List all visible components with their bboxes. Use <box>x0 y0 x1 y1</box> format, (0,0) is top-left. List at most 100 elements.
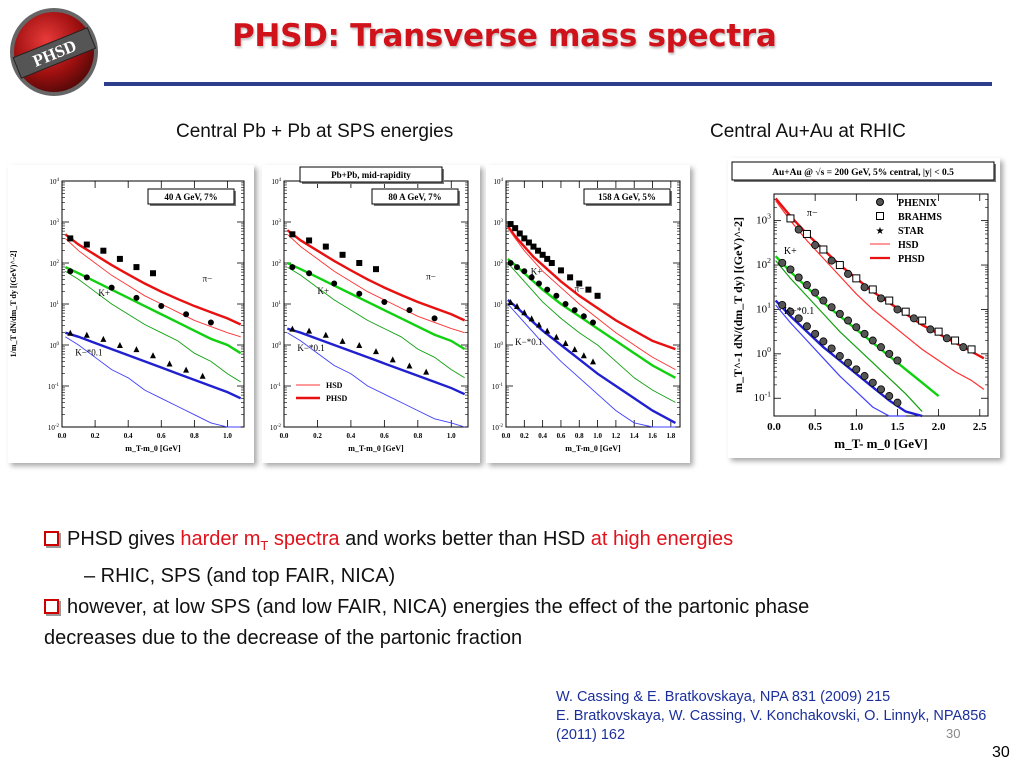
slide-number-small: 30 <box>946 726 961 741</box>
chart-80gev: 10-2 10-1 100 101 102 103 104 0.0 0.2 0.4 0.6 0.8 1.… <box>270 166 469 453</box>
subtitle-left: Central Pb + Pb at SPS energies <box>176 121 454 142</box>
data-point-square <box>934 327 943 336</box>
y-tick-label: 102 <box>494 260 504 268</box>
particle-label: π− <box>807 208 818 219</box>
data-point-triangle <box>166 360 173 367</box>
series-line <box>775 200 985 390</box>
data-point-square <box>525 239 532 246</box>
y-tick-label: 103 <box>494 219 504 227</box>
label-box <box>371 188 459 205</box>
x-axis-label: m_T-m_0 [GeV] <box>125 444 181 453</box>
data-point-square <box>835 261 844 270</box>
series-line <box>65 270 241 383</box>
data-point-triangle <box>322 331 329 338</box>
plot-area: 10-2 10-1 100 101 102 103 104 0.0 0.2 0.4 0.6 0.8 1.… <box>270 166 469 453</box>
legend-marker-square <box>876 212 884 220</box>
y-tick-label: 101 <box>494 301 504 309</box>
bullet-1-sub: – RHIC, SPS (and top FAIR, NICA) <box>84 565 396 587</box>
data-point-square <box>951 336 960 345</box>
data-point-circle <box>852 365 861 374</box>
x-tick-label: 0.6 <box>157 432 166 440</box>
data-point-square <box>150 270 156 277</box>
data-point-circle <box>835 352 844 361</box>
x-tick-label: 0.8 <box>413 432 422 440</box>
data-point-square <box>530 243 537 250</box>
data-point-circle <box>868 336 877 345</box>
data-point-circle <box>860 372 869 381</box>
y-tick-label: 10-2 <box>492 424 504 432</box>
chart-panel-rhic: 10-1 100 101 102 103 0.0 0.5 1.0 1.5 2.0 2.5 π− K+ K−… <box>728 158 1000 458</box>
series-line <box>507 303 676 428</box>
data-point-triangle <box>406 362 413 369</box>
x-tick-label: 0.0 <box>502 432 511 440</box>
x-tick-label: 1.4 <box>630 432 639 440</box>
data-point-circle <box>868 378 877 387</box>
plot-area: 10-1 100 101 102 103 0.0 0.5 1.0 1.5 2.0 2.5 π− K+ K−… <box>731 161 996 451</box>
bullet-2-cont: decreases due to the decrease of the par… <box>44 627 523 649</box>
series-line <box>287 233 465 334</box>
y-tick-label: 100 <box>50 342 60 350</box>
reference-3: (2011) 162 <box>556 727 626 743</box>
data-point-square <box>576 280 583 287</box>
phsd-logo: PHSD <box>10 8 98 96</box>
data-point-circle <box>356 290 363 297</box>
plot-frame <box>61 180 245 428</box>
x-tick-label: 1.5 <box>891 421 905 433</box>
checkbox-bullet-icon <box>44 531 59 546</box>
plot-area: 10-2 10-1 100 101 102 103 104 0.0 0.2 0.4 0.6 0.8 1.… <box>9 178 245 453</box>
particle-label: K−*0.1 <box>75 347 102 357</box>
chart-rhic: 10-1 100 101 102 103 0.0 0.5 1.0 1.5 2.0 2.5 π− K+ K−… <box>731 161 996 451</box>
bullet-list: PHSD gives harder mT spectra and works b… <box>44 524 994 654</box>
data-point-circle <box>289 264 296 271</box>
data-point-circle <box>811 241 820 250</box>
data-point-circle <box>521 268 528 275</box>
series-line <box>507 262 676 403</box>
data-point-square <box>339 251 346 258</box>
data-point-triangle <box>67 329 74 336</box>
data-point-triangle <box>356 342 363 348</box>
y-tick-label: 10-2 <box>270 424 282 432</box>
y-tick-label: 102 <box>756 256 771 271</box>
x-tick-label: 1.8 <box>666 432 675 440</box>
chart-158gev: 10-2 10-1 100 101 102 103 104 0.0 0.2 0.4 0.6 0.8 1.… <box>492 178 681 453</box>
x-tick-label: 0.2 <box>91 432 100 440</box>
data-point-square <box>885 296 894 305</box>
data-point-square <box>512 225 519 232</box>
label-box <box>147 188 235 205</box>
series-line <box>286 261 466 351</box>
data-point-square <box>535 247 542 254</box>
data-point-square <box>116 255 123 262</box>
data-point-circle <box>844 316 853 325</box>
data-point-square <box>594 292 601 299</box>
data-point-circle <box>306 270 313 277</box>
particle-label: K−*0.1 <box>784 306 814 317</box>
x-tick-label: 1.2 <box>612 432 621 440</box>
legend-label: PHSD <box>326 394 348 403</box>
x-tick-label: 0.5 <box>808 421 822 433</box>
x-tick-label: 0.2 <box>313 432 322 440</box>
x-tick-label: 0.6 <box>557 432 566 440</box>
checkbox-bullet-icon <box>44 599 59 614</box>
data-point-square <box>557 267 564 274</box>
x-tick-label: 1.0 <box>849 421 863 433</box>
data-point-square <box>322 243 329 250</box>
data-point-circle <box>909 314 918 323</box>
subtitle-right: Central Au+Au at RHIC <box>710 121 906 142</box>
y-tick-label: 10-1 <box>48 383 60 391</box>
x-axis-label: m_T-m_0 [GeV] <box>565 444 621 453</box>
data-point-square <box>507 221 514 228</box>
data-point-circle <box>893 356 902 365</box>
data-point-circle <box>544 286 551 293</box>
data-point-triangle <box>590 358 596 365</box>
reference-1: W. Cassing & E. Bratkovskaya, NPA 831 (2… <box>556 689 891 705</box>
data-point-square <box>516 230 523 237</box>
data-point-square <box>306 237 313 244</box>
series-line <box>64 233 242 326</box>
data-point-square <box>373 266 379 273</box>
y-tick-label: 103 <box>50 219 60 227</box>
series-line <box>65 336 241 428</box>
data-point-triangle <box>116 342 123 348</box>
chart-panel-80gev: 10-2 10-1 100 101 102 103 104 0.0 0.2 0.4 0.6 0.8 1.… <box>262 165 480 463</box>
particle-label: K+ <box>317 286 329 296</box>
series-line <box>775 304 906 417</box>
